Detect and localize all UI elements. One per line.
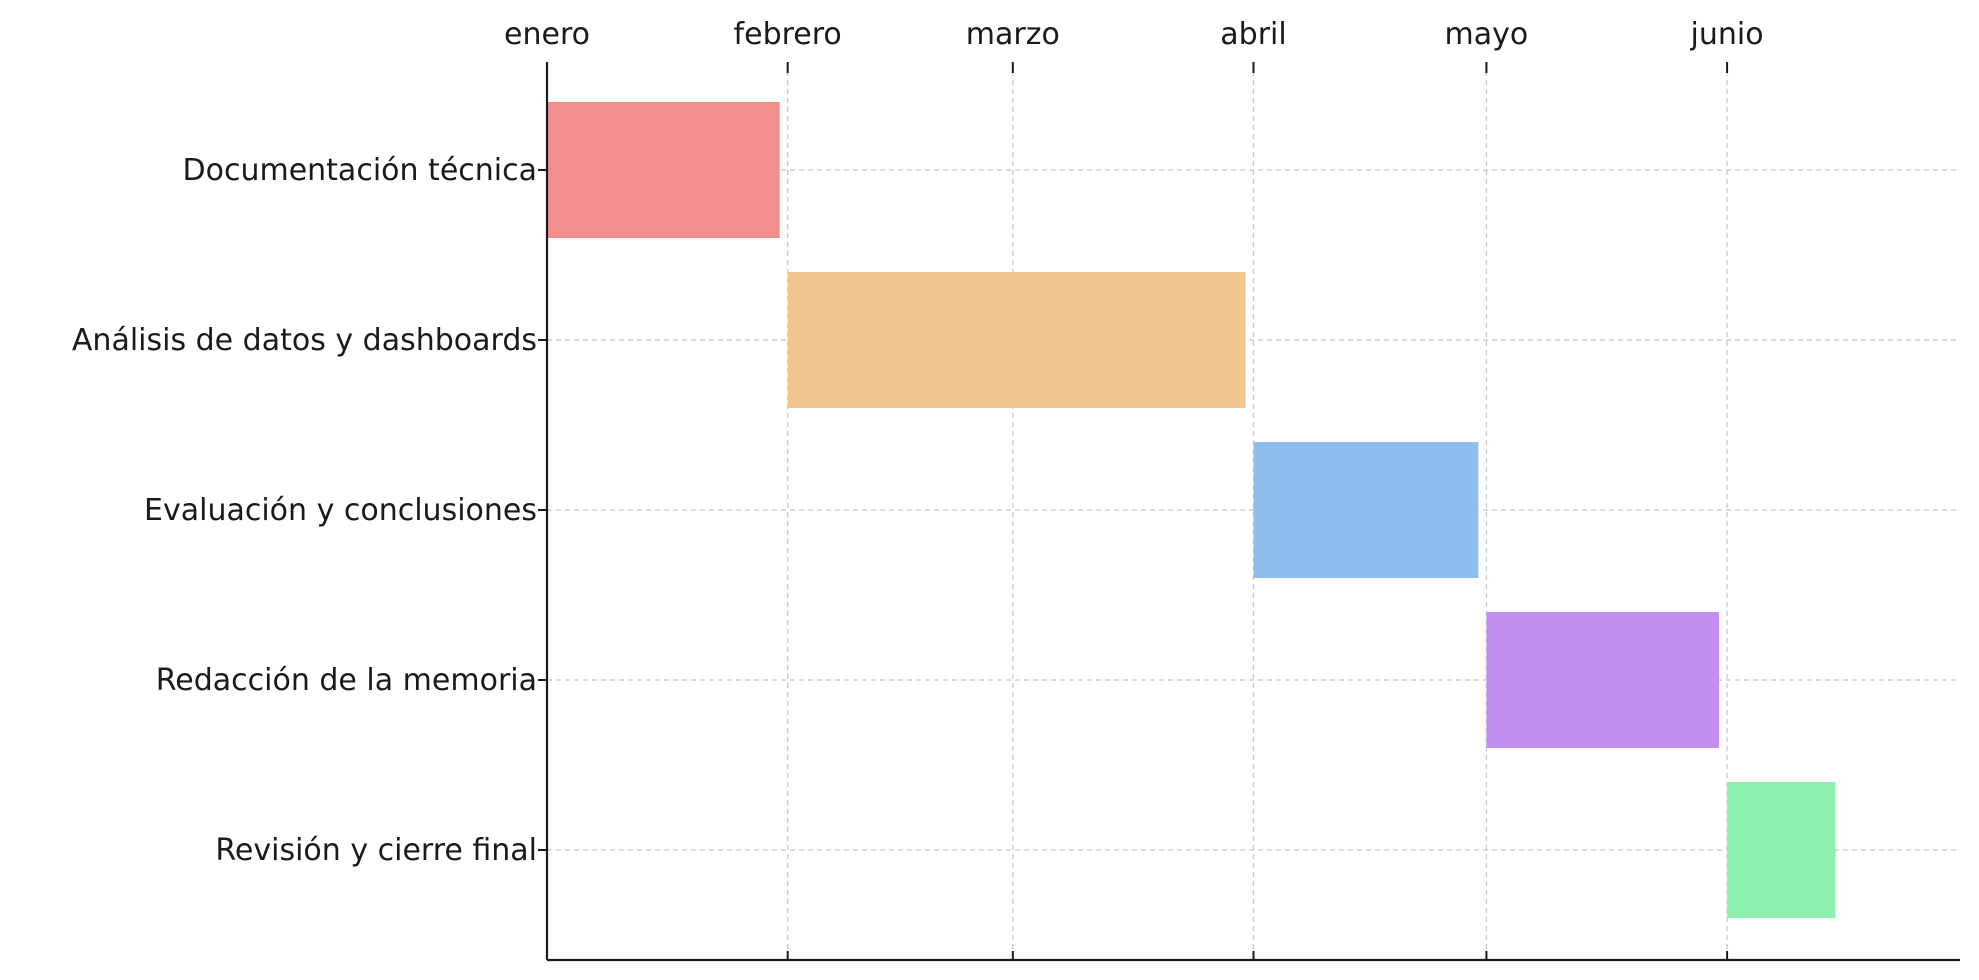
gantt-bar bbox=[547, 102, 780, 238]
bar-layer bbox=[547, 102, 1836, 918]
tick-layer bbox=[538, 62, 1729, 960]
x-tick-label: mayo bbox=[1445, 17, 1529, 52]
gantt-bar bbox=[1727, 782, 1836, 918]
x-tick-label: junio bbox=[1690, 17, 1764, 52]
gantt-bar bbox=[787, 272, 1246, 408]
x-tick-label: marzo bbox=[966, 17, 1060, 52]
gantt-bar bbox=[1253, 442, 1479, 578]
task-label: Revisión y cierre final bbox=[215, 833, 537, 868]
task-label: Análisis de datos y dashboards bbox=[72, 323, 537, 358]
task-label: Evaluación y conclusiones bbox=[144, 493, 537, 528]
x-tick-label: abril bbox=[1220, 17, 1286, 52]
grid-layer bbox=[547, 62, 1960, 960]
gantt-bar bbox=[1486, 612, 1720, 748]
label-layer: enero febrero marzo abril mayo junio Documenta… bbox=[72, 17, 1764, 868]
task-label: Documentación técnica bbox=[183, 153, 537, 188]
task-label: Redacción de la memoria bbox=[156, 663, 537, 698]
x-tick-label: enero bbox=[504, 17, 590, 52]
x-tick-label: febrero bbox=[734, 17, 842, 52]
